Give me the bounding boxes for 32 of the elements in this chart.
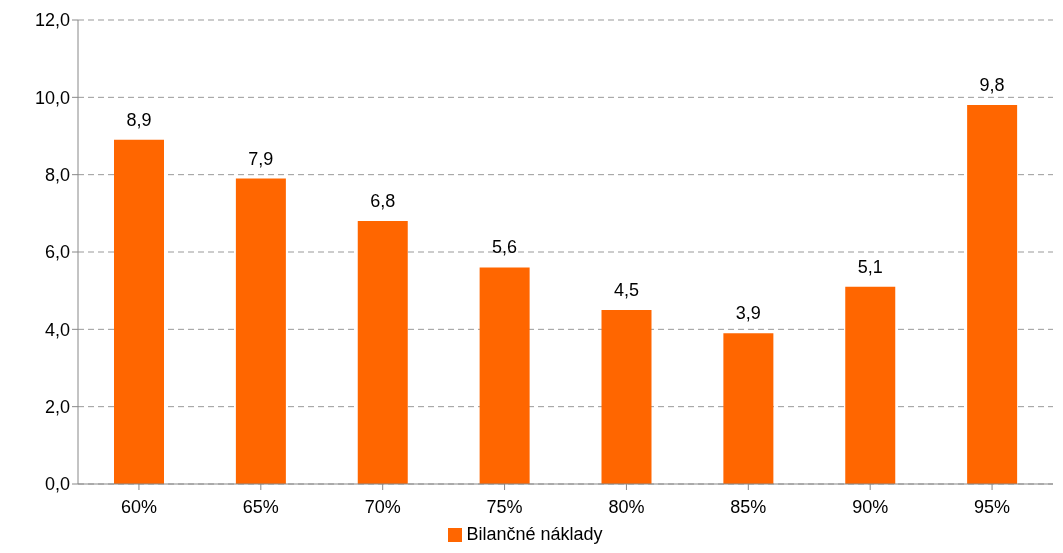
data-label: 5,1 (857, 256, 883, 277)
bar (357, 221, 408, 484)
x-tick-label: 70% (364, 496, 401, 517)
data-label: 5,6 (492, 237, 518, 258)
bar (235, 178, 286, 484)
y-tick-label: 10,0 (34, 87, 70, 108)
data-label: 9,8 (979, 75, 1005, 96)
x-tick-label: 65% (242, 496, 279, 517)
x-tick-label: 85% (730, 496, 767, 517)
x-tick-label: 75% (486, 496, 523, 517)
y-tick-label: 6,0 (44, 242, 70, 263)
data-label: 6,8 (370, 191, 396, 212)
data-label: 4,5 (613, 280, 640, 300)
y-tick-label: 12,0 (34, 10, 70, 31)
data-label: 7,9 (248, 148, 274, 169)
x-tick-label: 90% (852, 496, 889, 517)
data-label: 3,9 (735, 303, 761, 324)
bar (967, 105, 1018, 484)
bar (845, 286, 896, 484)
x-tick-label: 60% (120, 496, 157, 517)
legend-label: Bilančné náklady (466, 524, 603, 544)
y-tick-label: 8,0 (44, 165, 70, 186)
data-label: 8,9 (126, 109, 152, 130)
x-tick-label: 95% (974, 496, 1011, 517)
y-tick-label: 4,0 (44, 319, 70, 340)
x-tick-label: 80% (608, 496, 645, 517)
bar (601, 310, 652, 484)
bar (723, 333, 774, 484)
y-tick-label: 2,0 (44, 397, 70, 418)
y-tick-label: 0,0 (44, 474, 70, 495)
bar (479, 267, 530, 484)
bar (114, 139, 164, 484)
